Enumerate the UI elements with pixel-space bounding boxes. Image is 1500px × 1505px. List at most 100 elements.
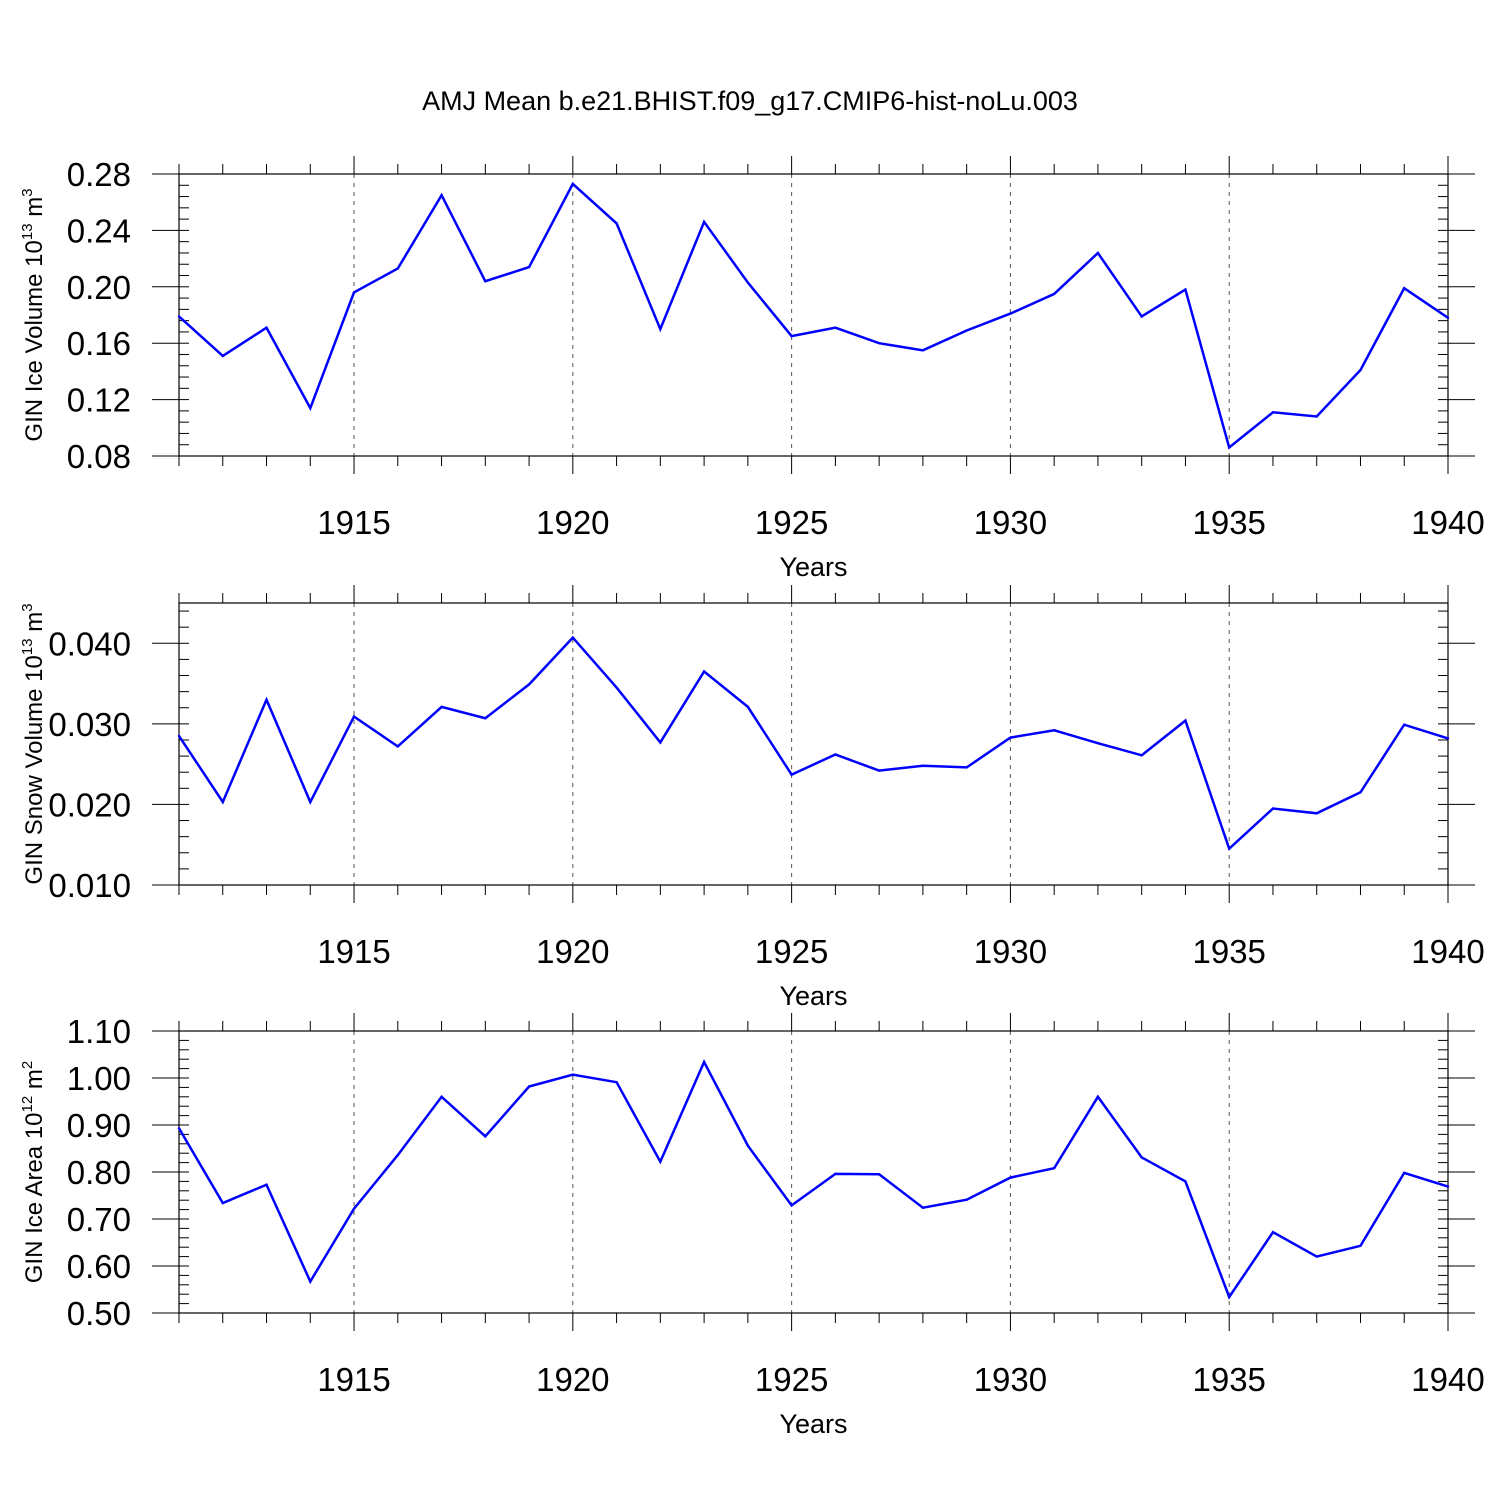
y-tick-label: 0.010 bbox=[48, 867, 131, 904]
x-tick-label: 1930 bbox=[974, 504, 1047, 541]
x-tick-label: 1920 bbox=[536, 504, 609, 541]
x-tick-label: 1935 bbox=[1192, 1361, 1265, 1398]
data-point bbox=[440, 1095, 443, 1099]
data-point bbox=[615, 222, 618, 225]
y-axis-label: GIN Snow Volume 1013 m3 bbox=[19, 603, 48, 884]
x-tick-label: 1915 bbox=[317, 504, 390, 541]
data-point bbox=[1009, 312, 1012, 315]
data-point bbox=[921, 764, 925, 767]
plot-frame bbox=[178, 602, 1449, 886]
data-point bbox=[1184, 1180, 1187, 1183]
data-point bbox=[221, 800, 224, 804]
data-point bbox=[615, 1081, 618, 1084]
data-point bbox=[309, 1280, 312, 1283]
data-point bbox=[1052, 292, 1056, 296]
y-tick-label: 0.50 bbox=[67, 1295, 131, 1332]
data-point bbox=[1184, 719, 1187, 722]
x-tick-label: 1920 bbox=[536, 1361, 609, 1398]
x-tick-label: 1915 bbox=[317, 933, 390, 970]
x-axis-label: Years bbox=[779, 552, 847, 582]
y-tick-label: 0.90 bbox=[67, 1107, 131, 1144]
y-tick-label: 1.00 bbox=[67, 1060, 131, 1097]
data-point bbox=[440, 193, 443, 197]
x-tick-label: 1935 bbox=[1192, 933, 1265, 970]
data-point bbox=[1446, 737, 1450, 740]
data-point bbox=[527, 265, 531, 269]
data-point bbox=[1403, 1171, 1406, 1175]
data-point bbox=[834, 326, 837, 329]
data-point bbox=[877, 342, 881, 345]
data-point bbox=[177, 1127, 181, 1130]
y-tick-label: 0.24 bbox=[67, 212, 131, 249]
data-point bbox=[1009, 736, 1012, 739]
x-tick-label: 1940 bbox=[1411, 1361, 1484, 1398]
data-point bbox=[265, 698, 268, 701]
data-point bbox=[484, 717, 487, 720]
data-point bbox=[265, 1183, 268, 1186]
data-point bbox=[1359, 1244, 1362, 1247]
data-point bbox=[746, 281, 750, 284]
data-point bbox=[834, 1172, 837, 1176]
data-point bbox=[571, 182, 575, 186]
y-tick-label: 0.08 bbox=[67, 438, 131, 475]
x-tick-label: 1940 bbox=[1411, 504, 1484, 541]
data-point bbox=[659, 741, 662, 744]
data-point bbox=[440, 705, 443, 709]
data-point bbox=[309, 406, 312, 410]
data-point bbox=[1096, 741, 1100, 745]
data-point bbox=[396, 267, 399, 270]
data-point bbox=[746, 705, 750, 709]
data-point bbox=[834, 753, 837, 756]
data-point bbox=[921, 349, 925, 352]
data-point bbox=[396, 745, 399, 748]
data-point bbox=[1315, 415, 1318, 418]
data-point bbox=[1140, 315, 1143, 318]
x-axis-label: Years bbox=[779, 981, 847, 1011]
data-point bbox=[177, 315, 181, 318]
data-point bbox=[1228, 1295, 1231, 1299]
plot-frame bbox=[178, 1030, 1449, 1314]
data-point bbox=[965, 1198, 968, 1201]
x-tick-label: 1930 bbox=[974, 1361, 1047, 1398]
data-point bbox=[1359, 791, 1362, 794]
data-point bbox=[965, 766, 968, 769]
data-point bbox=[1315, 1255, 1318, 1258]
data-point bbox=[1271, 1230, 1275, 1234]
data-point bbox=[1096, 251, 1100, 255]
data-point bbox=[1271, 411, 1275, 414]
y-tick-label: 0.70 bbox=[67, 1201, 131, 1238]
data-point bbox=[1052, 1167, 1056, 1170]
y-axis-label: GIN Ice Volume 1013 m3 bbox=[19, 188, 48, 441]
data-point bbox=[790, 1204, 793, 1207]
data-point bbox=[571, 1073, 575, 1076]
x-tick-label: 1940 bbox=[1411, 933, 1484, 970]
chart-title: AMJ Mean b.e21.BHIST.f09_g17.CMIP6-hist-… bbox=[422, 86, 1078, 116]
data-point bbox=[1315, 812, 1318, 815]
data-point bbox=[1052, 729, 1056, 732]
x-tick-label: 1930 bbox=[974, 933, 1047, 970]
data-point bbox=[877, 769, 881, 772]
x-tick-label: 1925 bbox=[755, 933, 828, 970]
data-point bbox=[702, 1060, 706, 1064]
data-point bbox=[615, 686, 618, 689]
data-point bbox=[1271, 807, 1275, 810]
data-point bbox=[659, 327, 662, 331]
data-point bbox=[659, 1160, 662, 1163]
data-point bbox=[790, 773, 793, 776]
data-point bbox=[1403, 723, 1406, 726]
y-tick-label: 0.16 bbox=[67, 325, 131, 362]
y-tick-label: 0.040 bbox=[48, 625, 131, 662]
data-point bbox=[1140, 1156, 1143, 1159]
x-tick-label: 1935 bbox=[1192, 504, 1265, 541]
x-tick-label: 1925 bbox=[755, 1361, 828, 1398]
data-point bbox=[571, 636, 575, 639]
data-point bbox=[221, 1201, 224, 1205]
chart-panel-2: 0.010 0.020 0.030 0.040 1915 1920 1925 1930 1935… bbox=[19, 585, 1485, 1011]
data-point bbox=[702, 220, 706, 224]
data-point bbox=[1184, 288, 1187, 291]
data-point bbox=[484, 1135, 487, 1138]
data-point bbox=[1228, 847, 1231, 850]
data-point bbox=[1228, 446, 1231, 449]
data-point bbox=[702, 670, 706, 673]
data-point bbox=[1009, 1176, 1012, 1179]
